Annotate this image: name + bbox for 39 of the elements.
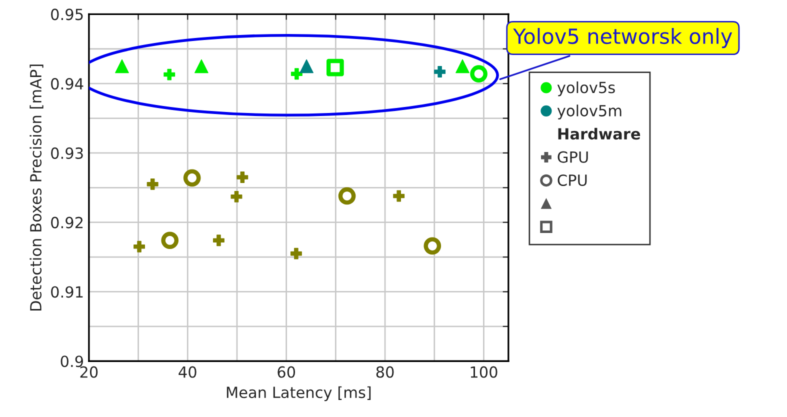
text: GPU (558, 151, 588, 163)
point (134, 240, 145, 252)
point (338, 187, 356, 205)
y-tick-label: 0.93 (51, 147, 83, 159)
point (164, 68, 176, 80)
x-tick-label: 40 (178, 366, 196, 378)
point (290, 68, 302, 80)
point (161, 232, 179, 250)
point (212, 234, 224, 246)
x-tick-label: 20 (80, 366, 98, 378)
x-tick-label: 60 (278, 366, 296, 378)
point (183, 169, 201, 187)
text: Yolov5 networsk only (513, 28, 732, 48)
text: yolov5s (557, 81, 615, 96)
point (424, 237, 442, 255)
point (434, 66, 446, 78)
text: yolov5m (557, 104, 622, 120)
y-tick-label: 0.92 (51, 216, 83, 228)
point (115, 59, 129, 74)
point (290, 248, 302, 260)
legend-title: Hardware (558, 128, 640, 140)
y-tick-label: 0.94 (51, 78, 84, 90)
point (393, 190, 405, 202)
text: CPU (558, 174, 587, 186)
x-axis-title: Mean Latency [ms] (226, 386, 371, 402)
point (470, 65, 488, 83)
point (230, 190, 242, 202)
point (146, 178, 158, 190)
y-tick-label: 0.91 (51, 286, 83, 298)
point (194, 59, 208, 74)
y-tick-label: 0.95 (51, 8, 83, 20)
y-tick-label: 0.9 (60, 356, 83, 368)
point (236, 172, 248, 183)
x-tick-label: 80 (376, 366, 394, 378)
point (300, 59, 314, 74)
point (456, 59, 470, 74)
x-tick-label: 100 (470, 366, 498, 378)
point (326, 58, 344, 76)
y-axis-title: Detection Boxes Precision [mAP] (30, 64, 44, 310)
